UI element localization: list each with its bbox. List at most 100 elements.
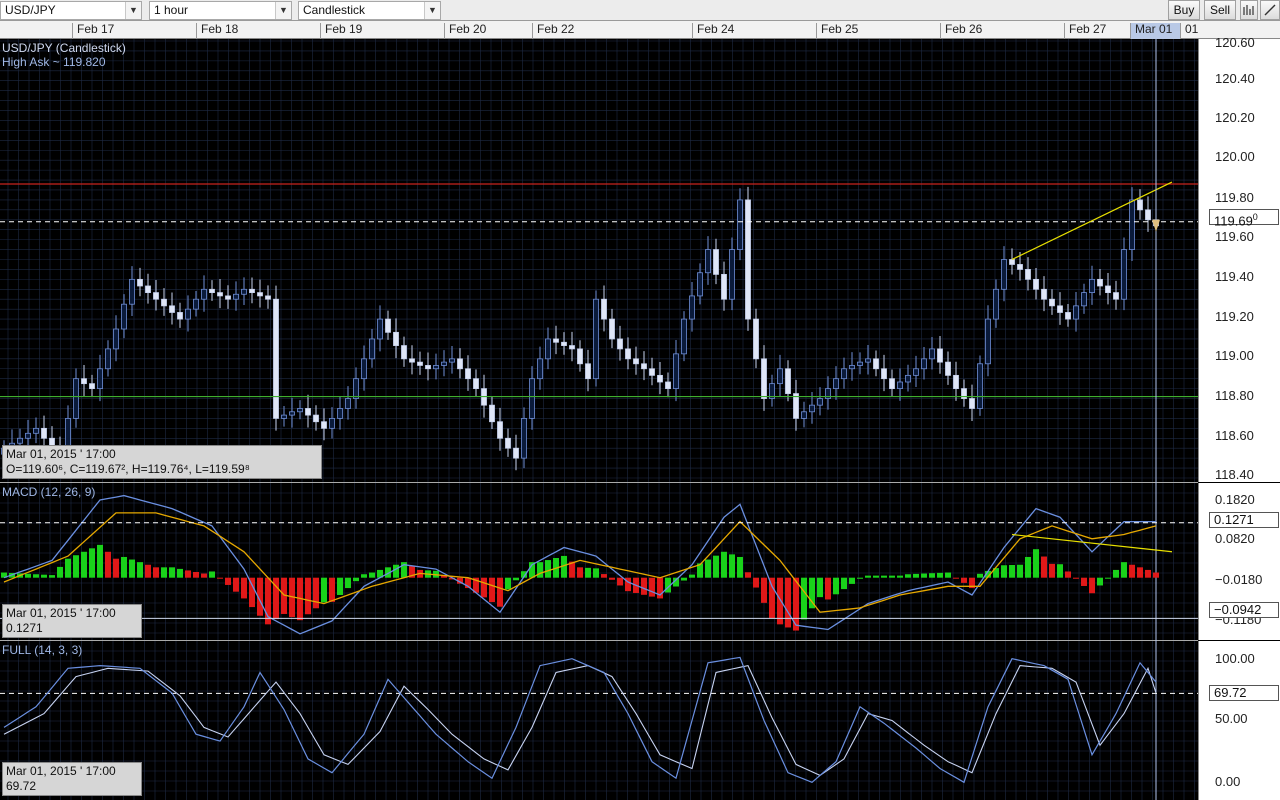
macd-histogram-bar xyxy=(649,577,655,597)
macd-histogram-bar xyxy=(153,567,159,578)
info-ohlc: O=119.60⁶, C=119.67², H=119.76⁴, L=119.5… xyxy=(6,462,250,476)
candle-body xyxy=(793,393,799,419)
macd-histogram-bar xyxy=(337,577,343,595)
macd-histogram-bar xyxy=(969,577,975,589)
macd-histogram-bar xyxy=(1057,564,1063,578)
candle-body xyxy=(1065,312,1071,320)
macd-info-box: Mar 01, 2015 ' 17:00 0.1271 xyxy=(2,604,142,638)
candle-body xyxy=(161,298,167,307)
candle-body xyxy=(1041,288,1047,300)
date-label: Feb 26 xyxy=(940,23,982,39)
candle-body xyxy=(833,378,839,390)
chart-style-select[interactable]: Candlestick ▼ xyxy=(298,1,441,20)
candle-body xyxy=(1137,199,1143,211)
macd-histogram-bar xyxy=(577,567,583,578)
macd-histogram-bar xyxy=(601,574,607,578)
draw-line-icon[interactable] xyxy=(1260,0,1280,20)
chart-plot-area[interactable] xyxy=(0,39,1198,800)
sell-button[interactable]: Sell xyxy=(1204,0,1236,20)
price-tick: 119.40 xyxy=(1215,269,1254,284)
price-tick: 119.80 xyxy=(1215,190,1254,205)
macd-histogram-bar xyxy=(681,577,687,581)
candle-body xyxy=(961,388,967,399)
candle-body xyxy=(433,365,439,370)
macd-histogram-bar xyxy=(1,572,7,578)
candle-body xyxy=(585,363,591,380)
macd-histogram-bar xyxy=(697,563,703,578)
macd-histogram-bar xyxy=(249,577,255,608)
interval-select[interactable]: 1 hour ▼ xyxy=(149,1,292,20)
macd-histogram-bar xyxy=(505,577,511,590)
candle-body xyxy=(361,358,367,380)
candle-body xyxy=(121,303,127,330)
macd-histogram-bar xyxy=(881,575,887,578)
price-tick: 119.20 xyxy=(1215,309,1254,324)
macd-histogram-bar xyxy=(1121,562,1127,578)
date-label: Feb 22 xyxy=(532,23,574,39)
date-label: Feb 24 xyxy=(692,23,734,39)
candle-body xyxy=(153,292,159,300)
macd-histogram-bar xyxy=(25,573,31,578)
stoch-axis[interactable]: 100.00 50.00 0.00 69.72 xyxy=(1198,641,1280,800)
candle-body xyxy=(473,378,479,390)
candle-body xyxy=(593,298,599,380)
macd-histogram-bar xyxy=(777,577,783,625)
macd-histogram-bar xyxy=(73,555,79,578)
candle-body xyxy=(137,278,143,287)
candle-body xyxy=(425,365,431,370)
macd-histogram-bar xyxy=(233,577,239,592)
price-tick: 119.00 xyxy=(1215,348,1254,363)
macd-histogram-bar xyxy=(1017,564,1023,578)
macd-value-tag: 0.1271 xyxy=(1209,512,1279,528)
chevron-down-icon[interactable]: ▼ xyxy=(424,2,440,19)
macd-histogram-bar xyxy=(321,577,327,603)
candle-body xyxy=(1033,278,1039,290)
candle-body xyxy=(945,361,951,376)
macd-histogram-bar xyxy=(729,554,735,578)
candle-body xyxy=(601,298,607,320)
candle-body xyxy=(753,318,759,360)
macd-histogram-bar xyxy=(913,573,919,578)
date-label: 01 xyxy=(1180,23,1198,39)
info-time: Mar 01, 2015 ' 17:00 xyxy=(6,764,116,778)
macd-histogram-bar xyxy=(465,577,471,589)
date-label: Feb 19 xyxy=(320,23,362,39)
candle-body xyxy=(1089,278,1095,294)
chevron-down-icon[interactable]: ▼ xyxy=(275,2,291,19)
macd-histogram-bar xyxy=(473,577,479,593)
candle-body xyxy=(697,272,703,297)
macd-line xyxy=(3,494,1156,635)
macd-histogram-bar xyxy=(393,564,399,578)
macd-histogram-bar xyxy=(401,562,407,578)
buy-button[interactable]: Buy xyxy=(1168,0,1200,20)
candle-body xyxy=(969,398,975,409)
symbol-select[interactable]: USD/JPY ▼ xyxy=(0,1,142,20)
price-tick: 120.00 xyxy=(1215,149,1255,164)
macd-histogram-bar xyxy=(1089,577,1095,594)
candle-body xyxy=(985,318,991,365)
candle-body xyxy=(441,361,447,366)
price-tick: 119.60 xyxy=(1215,229,1254,244)
candle-body xyxy=(377,318,383,340)
macd-histogram-bar xyxy=(265,577,271,625)
macd-histogram-bar xyxy=(689,574,695,578)
price-axis[interactable]: 120.60 120.40 120.20 120.00 119.80 119.6… xyxy=(1198,35,1280,482)
candle-body xyxy=(465,368,471,380)
macd-histogram-bar xyxy=(857,577,863,579)
macd-histogram-bar xyxy=(41,574,47,578)
candle-body xyxy=(73,378,79,419)
macd-axis[interactable]: 0.1820 0.0820 −0.0180 −0.1180 0.1271 −0.… xyxy=(1198,483,1280,640)
candle-body xyxy=(1097,278,1103,287)
candle-body xyxy=(1081,292,1087,307)
macd-histogram-bar xyxy=(801,577,807,620)
candle-body xyxy=(113,328,119,350)
chevron-down-icon[interactable]: ▼ xyxy=(125,2,141,19)
macd-histogram-bar xyxy=(33,574,39,578)
candle-body xyxy=(993,288,999,320)
candle-body xyxy=(817,398,823,406)
current-price-value: 119.69 xyxy=(1214,213,1253,229)
candle-body xyxy=(1017,264,1023,270)
macd-histogram-bar xyxy=(289,577,295,618)
macd-histogram-bar xyxy=(569,561,575,578)
indicators-icon[interactable] xyxy=(1240,0,1258,20)
